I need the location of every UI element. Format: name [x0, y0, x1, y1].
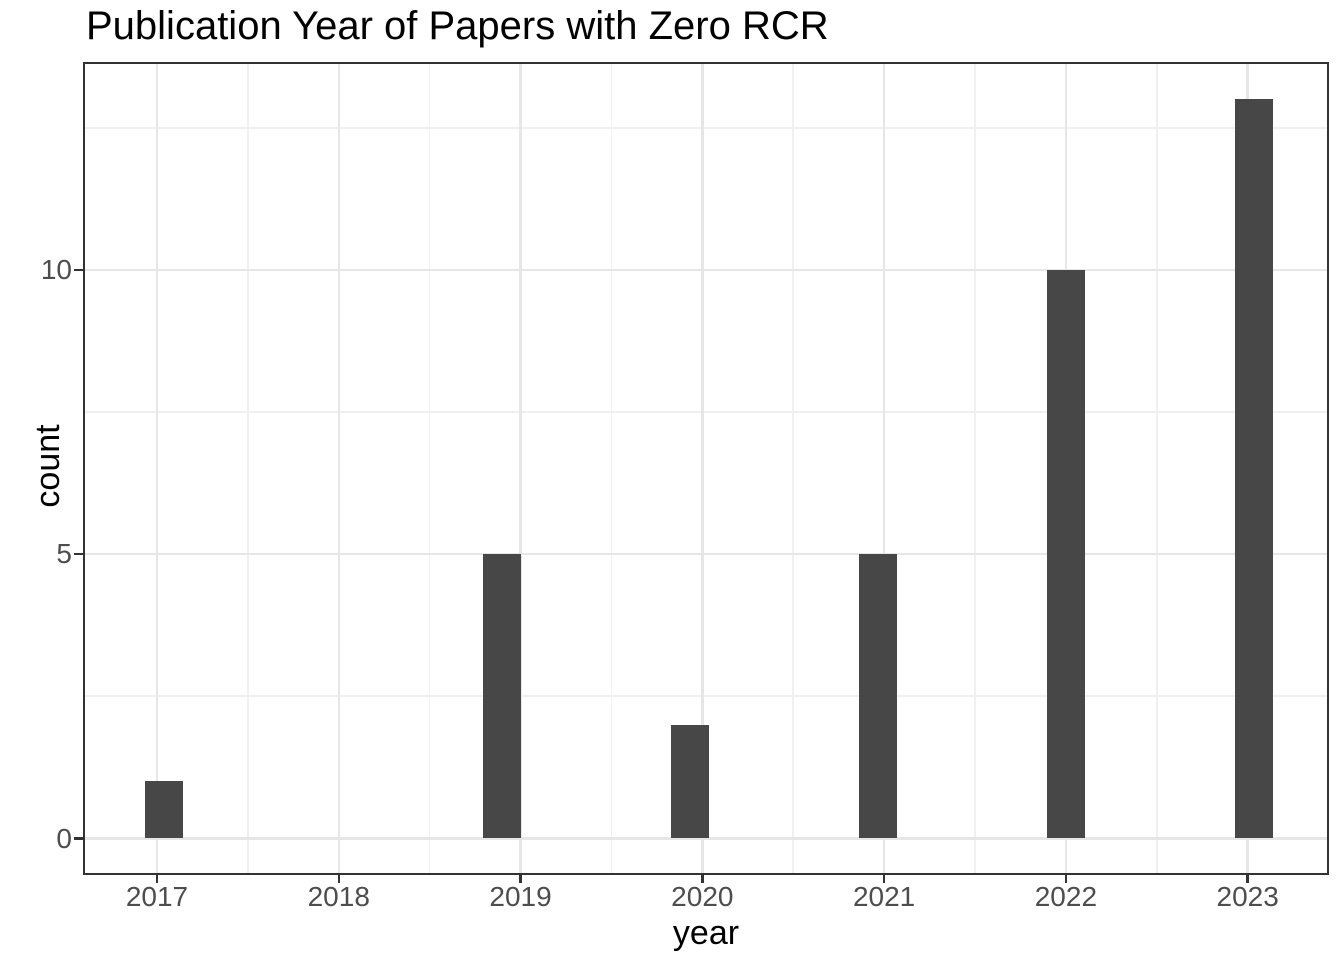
major-gridline-v [701, 62, 704, 875]
major-gridline-v [155, 62, 159, 875]
x-tick-mark [701, 875, 704, 883]
major-gridline-h [83, 552, 1329, 556]
major-gridline-v [337, 62, 341, 875]
histogram-bar [482, 554, 521, 839]
chart-title: Publication Year of Papers with Zero RCR [86, 4, 829, 48]
x-axis-title: year [672, 914, 740, 952]
x-tick-mark [155, 875, 159, 883]
x-tick-mark [1246, 875, 1249, 883]
x-tick-mark [519, 875, 522, 883]
minor-gridline-v [428, 62, 431, 875]
y-tick-label: 5 [56, 538, 72, 570]
x-tick-label: 2023 [1216, 881, 1279, 912]
minor-gridline-v [792, 62, 794, 875]
x-tick-label: 2022 [1034, 881, 1098, 912]
y-tick-label: 0 [56, 822, 72, 854]
x-tick-mark [1064, 875, 1068, 883]
minor-gridline-v [247, 62, 249, 875]
x-tick-mark [882, 875, 886, 883]
y-axis-title: count [29, 424, 67, 508]
x-tick-mark [337, 875, 341, 883]
histogram-bar [1235, 99, 1274, 839]
major-gridline-v [882, 62, 886, 875]
histogram-bar [671, 724, 710, 839]
x-tick-label: 2020 [671, 881, 734, 912]
minor-gridline-h [83, 411, 1329, 413]
minor-gridline-v [974, 62, 976, 875]
major-gridline-h [83, 837, 1329, 840]
minor-gridline-h [83, 127, 1329, 129]
y-tick-mark [74, 268, 83, 272]
minor-gridline-h [83, 695, 1329, 697]
y-tick-mark [74, 552, 83, 556]
minor-gridline-v [1156, 62, 1158, 875]
plot-panel [83, 62, 1329, 875]
histogram-bar [144, 781, 183, 839]
histogram-bar [1047, 269, 1086, 839]
major-gridline-v [519, 62, 522, 875]
y-tick-mark [74, 837, 83, 840]
y-tick-label: 10 [40, 254, 72, 286]
x-tick-label: 2021 [852, 881, 916, 912]
x-tick-label: 2019 [489, 881, 552, 912]
x-tick-label: 2017 [125, 881, 189, 912]
minor-gridline-v [610, 62, 613, 875]
x-tick-label: 2018 [307, 881, 370, 912]
histogram-bar [859, 554, 898, 839]
major-gridline-h [83, 268, 1329, 272]
